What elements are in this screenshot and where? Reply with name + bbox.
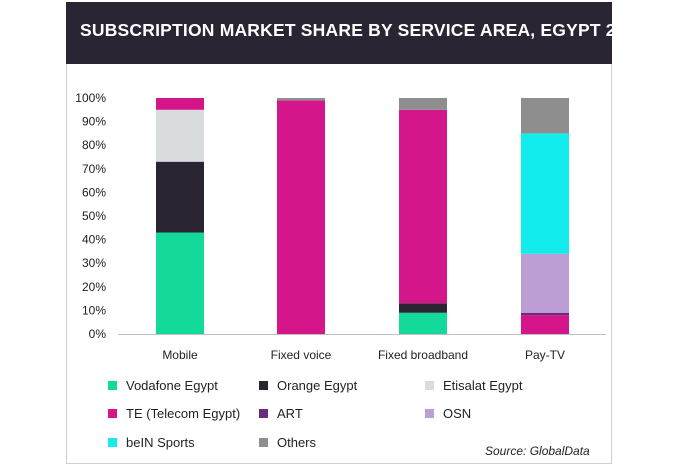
legend-label: Others: [277, 435, 317, 450]
y-tick-label: 50%: [82, 209, 106, 223]
legend-label: Vodafone Egypt: [126, 378, 218, 393]
y-tick-label: 10%: [82, 303, 106, 317]
legend-swatch: [108, 381, 117, 390]
legend-item: beIN Sports: [108, 435, 195, 450]
legend-label: beIN Sports: [126, 435, 195, 450]
y-tick-label: 40%: [82, 233, 106, 247]
bar-segment: [399, 303, 447, 313]
bar-segment: [521, 253, 569, 313]
y-tick-label: 20%: [82, 280, 106, 294]
x-tick-label: Mobile: [162, 348, 198, 362]
source-note: Source: GlobalData: [485, 444, 590, 458]
y-tick-label: 100%: [75, 91, 106, 105]
legend-item: Orange Egypt: [259, 378, 357, 393]
x-tick-label: Pay-TV: [525, 348, 565, 362]
bar-segment: [521, 315, 569, 334]
bar-segment: [156, 161, 204, 233]
legend-swatch: [259, 438, 268, 447]
title-bar: [66, 2, 612, 64]
y-tick-label: 30%: [82, 256, 106, 270]
legend-label: Etisalat Egypt: [443, 378, 523, 393]
legend-item: ART: [259, 406, 303, 421]
bar-segment: [156, 109, 204, 162]
y-tick-label: 70%: [82, 162, 106, 176]
legend-item: OSN: [425, 406, 471, 421]
y-tick-label: 0%: [89, 327, 107, 341]
bar-segment: [399, 109, 447, 304]
legend-item: Others: [259, 435, 316, 450]
y-tick-label: 60%: [82, 185, 106, 199]
legend-swatch: [108, 438, 117, 447]
y-axis: 0% 10% 20% 30% 40% 50% 60% 70% 80% 90% 100%: [75, 91, 106, 341]
bar-segment: [277, 100, 325, 334]
x-tick-label: Fixed voice: [271, 348, 332, 362]
legend-swatch: [259, 409, 268, 418]
bar-segment: [156, 232, 204, 334]
x-axis: Mobile Fixed voice Fixed broadband Pay-TV: [162, 348, 565, 362]
bar-segment: [399, 312, 447, 334]
y-tick-label: 90%: [82, 115, 106, 129]
chart-title: SUBSCRIPTION MARKET SHARE BY SERVICE ARE…: [80, 20, 646, 40]
x-tick-label: Fixed broadband: [378, 348, 468, 362]
bars: [156, 98, 569, 334]
y-tick-label: 80%: [82, 138, 106, 152]
legend-item: Etisalat Egypt: [425, 378, 523, 393]
legend-label: Orange Egypt: [277, 378, 358, 393]
legend-label: TE (Telecom Egypt): [126, 406, 241, 421]
bar-segment: [277, 98, 325, 101]
bar-segment: [521, 312, 569, 316]
legend-label: ART: [277, 406, 303, 421]
legend-swatch: [259, 381, 268, 390]
bar-segment: [399, 98, 447, 110]
bar-segment: [521, 98, 569, 134]
bar-segment: [156, 98, 204, 110]
legend-swatch: [425, 381, 434, 390]
legend-label: OSN: [443, 406, 472, 421]
legend-swatch: [108, 409, 117, 418]
legend-item: TE (Telecom Egypt): [108, 406, 240, 421]
bar-segment: [521, 133, 569, 254]
legend-swatch: [425, 409, 434, 418]
legend-item: Vodafone Egypt: [108, 378, 218, 393]
